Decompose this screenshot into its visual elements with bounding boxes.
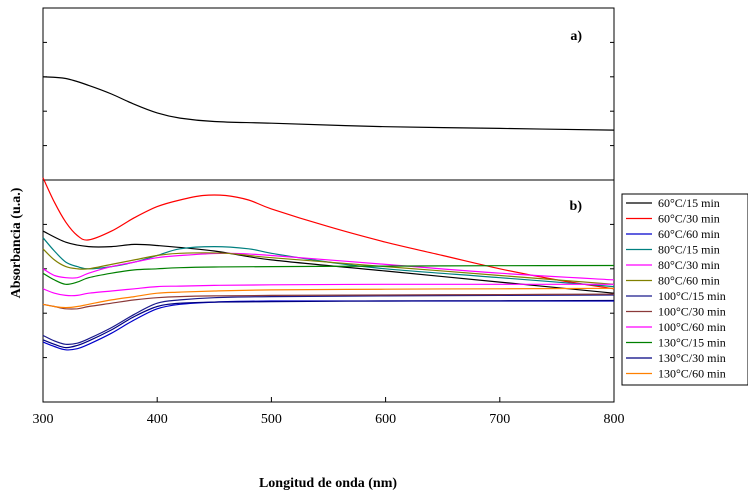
legend-label: 100°C/30 min xyxy=(658,305,726,319)
panel-b: b) xyxy=(42,177,615,403)
series-line xyxy=(42,237,615,288)
legend-label: 100°C/60 min xyxy=(658,320,726,334)
x-axis: 300 400 500 600 700 800 xyxy=(33,397,625,427)
series-line xyxy=(42,283,614,297)
x-tick-label: 500 xyxy=(261,412,282,427)
legend-label: 60°C/60 min xyxy=(658,227,720,241)
panel-a: a) xyxy=(42,7,615,181)
series-line xyxy=(42,248,615,285)
x-tick-label: 700 xyxy=(489,412,510,427)
panel-label: b) xyxy=(570,199,583,214)
series-line xyxy=(42,76,615,131)
series-line xyxy=(42,287,615,309)
series-line xyxy=(42,299,615,349)
series-line xyxy=(42,293,615,310)
x-tick-label: 400 xyxy=(147,412,168,427)
series-line xyxy=(42,294,615,345)
legend-label: 80°C/60 min xyxy=(658,274,720,288)
x-tick-label: 300 xyxy=(33,412,54,427)
x-tick-label: 600 xyxy=(375,412,396,427)
series-line xyxy=(42,300,614,351)
legend-label: 130°C/30 min xyxy=(658,351,726,365)
series-line xyxy=(42,177,615,290)
y-axis-title: Absorbancia (u.a.) xyxy=(9,187,24,298)
legend-label: 130°C/60 min xyxy=(658,367,726,381)
legend-label: 80°C/15 min xyxy=(658,243,720,257)
panel-frame xyxy=(42,179,615,403)
series-line xyxy=(42,264,615,285)
legend-label: 80°C/30 min xyxy=(658,258,720,272)
legend-label: 100°C/15 min xyxy=(658,289,726,303)
panel-frame xyxy=(42,7,615,181)
panel-label: a) xyxy=(570,29,582,44)
legend-label: 60°C/30 min xyxy=(658,212,720,226)
legend-label: 130°C/15 min xyxy=(658,336,726,350)
series-line xyxy=(42,230,615,294)
legend-label: 60°C/15 min xyxy=(658,196,720,210)
x-tick-label: 800 xyxy=(604,412,625,427)
x-axis-title: Longitud de onda (nm) xyxy=(259,476,397,491)
legend-box xyxy=(621,193,748,386)
